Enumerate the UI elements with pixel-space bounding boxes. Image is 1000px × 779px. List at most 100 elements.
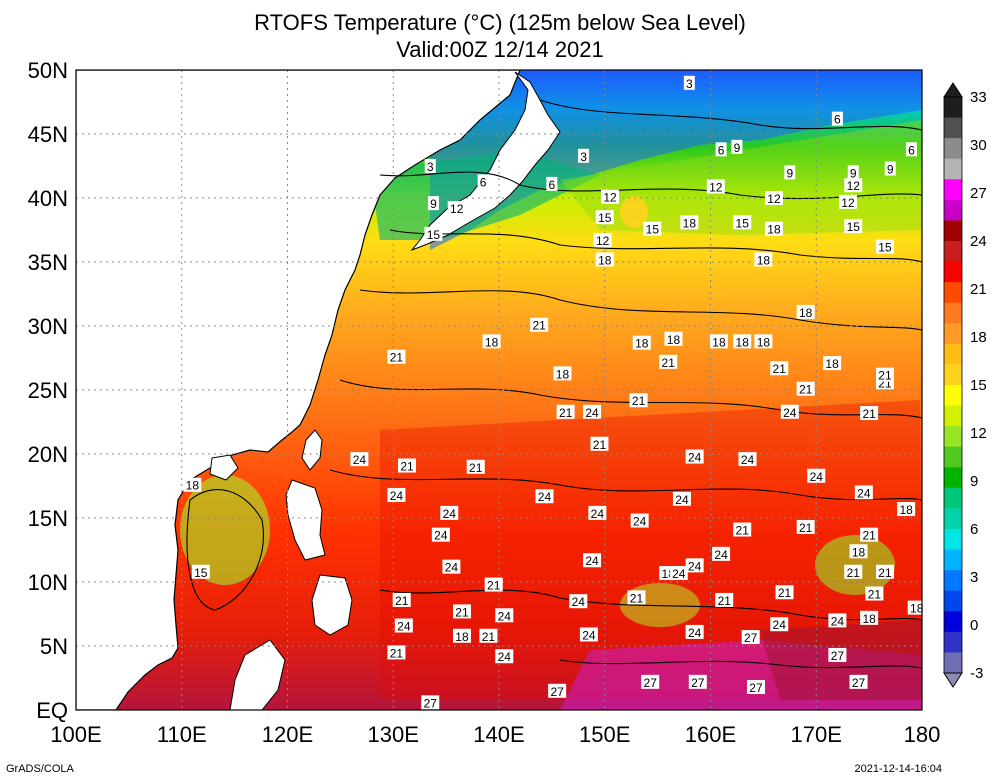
contour-label: 24 (669, 566, 688, 581)
colorbar-label: 9 (970, 473, 978, 490)
contour-label: 21 (875, 367, 894, 383)
svg-text:18: 18 (767, 223, 781, 237)
contour-label: 18 (849, 544, 868, 559)
colorbar-swatch (944, 631, 962, 653)
svg-text:24: 24 (498, 609, 512, 623)
contour-label: 21 (590, 436, 609, 452)
svg-text:12: 12 (847, 179, 861, 193)
svg-text:21: 21 (868, 588, 882, 602)
contour-label: 9 (884, 161, 896, 177)
colorbar-label: 12 (970, 425, 987, 442)
colorbar-swatch (944, 241, 962, 263)
contour-label: 21 (796, 381, 815, 397)
svg-text:21: 21 (593, 438, 607, 452)
svg-text:18: 18 (485, 335, 499, 349)
svg-text:27: 27 (691, 676, 705, 690)
contour-label: 21 (659, 354, 678, 370)
svg-text:18: 18 (862, 612, 876, 626)
contour-label: 9 (427, 196, 439, 211)
colorbar-label: 30 (970, 137, 987, 154)
svg-text:21: 21 (862, 529, 876, 543)
contour-label: 18 (796, 304, 815, 320)
colorbar-swatch (944, 364, 962, 386)
svg-text:18: 18 (825, 357, 839, 371)
svg-text:15: 15 (194, 566, 208, 580)
contour-label: 6 (905, 142, 917, 157)
lon-tick-label: 180 (904, 722, 941, 747)
colorbar-label: 6 (970, 521, 978, 538)
lat-tick-label: 20N (28, 442, 68, 467)
contour-label: 21 (844, 564, 863, 580)
contour-label: 18 (764, 221, 783, 237)
svg-text:18: 18 (556, 367, 570, 381)
svg-text:15: 15 (878, 241, 892, 255)
contour-label: 21 (479, 628, 498, 644)
svg-text:24: 24 (857, 486, 871, 500)
svg-text:21: 21 (778, 586, 792, 600)
contour-label: 9 (784, 165, 796, 180)
contour-label: 24 (440, 505, 459, 521)
contour-label: 18 (452, 628, 471, 644)
svg-text:15: 15 (427, 228, 441, 242)
colorbar-swatch (944, 570, 962, 592)
svg-text:21: 21 (400, 460, 414, 474)
contour-label: 21 (775, 585, 794, 600)
colorbar-swatch (944, 529, 962, 551)
contour-label: 18 (754, 334, 773, 349)
contour-label: 21 (733, 522, 752, 538)
svg-text:27: 27 (550, 685, 564, 699)
colorbar-label: 3 (970, 569, 978, 586)
contour-label: 15 (875, 239, 894, 255)
x-axis: 100E 110E 120E 130E 140E 150E 160E 170E 180 (50, 722, 940, 747)
colorbar-swatch (944, 508, 962, 530)
colorbar-swatch (944, 446, 962, 468)
colorbar-label: 18 (970, 329, 987, 346)
contour-label: 21 (865, 586, 884, 602)
svg-text:21: 21 (878, 566, 892, 580)
colorbar-label: 33 (970, 89, 987, 106)
svg-text:21: 21 (469, 461, 483, 475)
svg-text:21: 21 (773, 362, 787, 376)
svg-text:18: 18 (799, 306, 813, 320)
svg-text:21: 21 (455, 605, 469, 619)
svg-text:24: 24 (810, 470, 824, 484)
svg-text:21: 21 (847, 566, 861, 580)
colorbar-swatch (944, 652, 962, 674)
lon-tick-label: 100E (50, 722, 101, 747)
lat-tick-label: 25N (28, 378, 68, 403)
contour-label: 21 (770, 361, 789, 376)
contour-label: 21 (530, 317, 549, 333)
contour-label: 21 (466, 459, 485, 475)
svg-text:18: 18 (712, 335, 726, 349)
svg-text:24: 24 (633, 515, 647, 529)
svg-text:24: 24 (582, 628, 596, 642)
svg-text:12: 12 (450, 202, 464, 216)
contour-label: 6 (831, 111, 843, 127)
credit-left: GrADS/COLA (6, 763, 74, 775)
colorbar-label: 0 (970, 617, 978, 634)
svg-text:9: 9 (786, 166, 793, 180)
svg-text:18: 18 (635, 337, 649, 351)
svg-text:21: 21 (390, 646, 404, 660)
svg-text:3: 3 (427, 160, 434, 174)
contour-label: 15 (595, 210, 614, 225)
colorbar-swatch (944, 199, 962, 221)
contour-label: 15 (643, 221, 662, 237)
contour-label: 9 (731, 139, 743, 155)
colorbar-swatch (944, 97, 962, 119)
svg-text:21: 21 (395, 594, 409, 608)
contour-label: 18 (860, 610, 879, 626)
svg-text:24: 24 (783, 406, 797, 420)
svg-text:24: 24 (585, 554, 599, 568)
contour-label: 21 (627, 590, 646, 605)
svg-text:21: 21 (878, 369, 892, 383)
plot-frame (75, 69, 923, 711)
svg-text:24: 24 (443, 507, 457, 521)
svg-text:24: 24 (741, 453, 755, 467)
svg-text:24: 24 (672, 567, 686, 581)
colorbar-swatch (944, 426, 962, 448)
contour-label: 18 (754, 252, 773, 267)
svg-text:18: 18 (757, 253, 771, 267)
contour-label: 24 (780, 404, 799, 420)
contour-label: 27 (849, 674, 868, 690)
